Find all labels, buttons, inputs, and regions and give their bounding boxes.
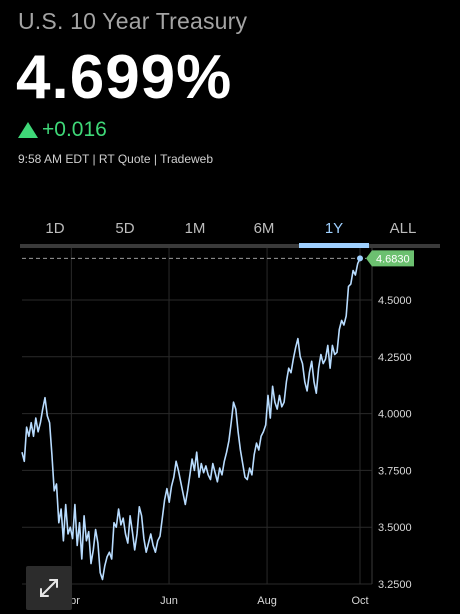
y-tick-label: 3.2500 [378, 579, 412, 591]
price-change-value: +0.016 [42, 118, 107, 141]
instrument-title: U.S. 10 Year Treasury [18, 8, 248, 34]
quote-source: 9:58 AM EDT | RT Quote | Tradeweb [18, 152, 213, 166]
tab-1d[interactable]: 1D [45, 220, 65, 237]
price-value: 4.699% [16, 43, 233, 112]
x-tick-label: Oct [351, 595, 368, 607]
y-tick-label: 3.7500 [378, 465, 412, 477]
tab-5d[interactable]: 5D [115, 220, 135, 237]
last-price-badge-label: 4.6830 [376, 253, 410, 265]
range-tabs: 1D 5D 1M 6M 1Y ALL [20, 216, 440, 246]
y-tick-label: 4.0000 [378, 409, 412, 421]
tab-all[interactable]: ALL [389, 220, 417, 237]
tab-1y[interactable]: 1Y [324, 220, 344, 237]
last-price-badge [366, 250, 414, 267]
tab-divider [20, 244, 440, 248]
x-tick-label: Aug [257, 595, 277, 607]
tab-1m[interactable]: 1M [184, 220, 206, 237]
price-line [21, 258, 361, 581]
last-price-marker [357, 255, 363, 262]
x-tick-label: Jun [160, 595, 178, 607]
up-arrow-icon [18, 122, 38, 138]
expand-chart-button[interactable] [26, 566, 72, 610]
price-chart[interactable]: 3.25003.50003.75004.00004.25004.5000AprJ… [0, 248, 460, 614]
expand-icon [40, 579, 58, 597]
active-tab-indicator [299, 243, 369, 248]
price-change: +0.016 [18, 118, 107, 142]
y-tick-label: 4.2500 [378, 352, 412, 364]
y-tick-label: 4.5000 [378, 295, 412, 307]
y-tick-label: 3.5000 [378, 522, 412, 534]
tab-6m[interactable]: 6M [253, 220, 275, 237]
